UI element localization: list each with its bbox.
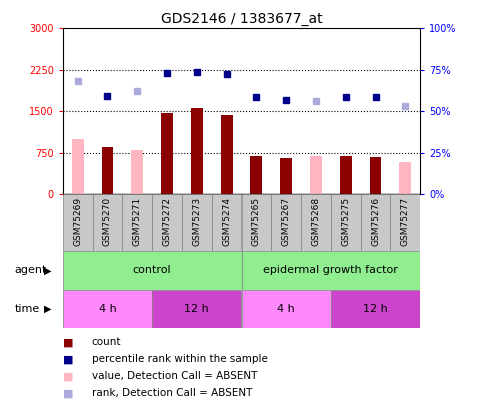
Text: GSM75269: GSM75269 xyxy=(73,197,82,246)
Text: GSM75271: GSM75271 xyxy=(133,197,142,246)
Text: value, Detection Call = ABSENT: value, Detection Call = ABSENT xyxy=(92,371,257,381)
Text: 12 h: 12 h xyxy=(363,304,388,314)
Bar xyxy=(221,115,233,194)
Bar xyxy=(361,194,390,251)
Text: rank, Detection Call = ABSENT: rank, Detection Call = ABSENT xyxy=(92,388,252,398)
Bar xyxy=(131,150,143,194)
Text: GSM75274: GSM75274 xyxy=(222,197,231,246)
Text: count: count xyxy=(92,337,121,347)
Text: ■: ■ xyxy=(63,337,73,347)
Text: 4 h: 4 h xyxy=(277,304,295,314)
Text: ■: ■ xyxy=(63,371,73,381)
Text: ■: ■ xyxy=(63,354,73,364)
Text: GSM75268: GSM75268 xyxy=(312,197,320,246)
Text: percentile rank within the sample: percentile rank within the sample xyxy=(92,354,268,364)
Bar xyxy=(152,194,182,251)
Text: ▶: ▶ xyxy=(43,304,51,314)
Bar xyxy=(301,194,331,251)
Text: GSM75273: GSM75273 xyxy=(192,197,201,246)
Text: GSM75276: GSM75276 xyxy=(371,197,380,246)
Bar xyxy=(390,194,420,251)
Bar xyxy=(122,194,152,251)
Text: time: time xyxy=(14,304,40,314)
Text: GSM75267: GSM75267 xyxy=(282,197,291,246)
Bar xyxy=(161,113,173,194)
Bar xyxy=(399,162,412,194)
Bar xyxy=(369,157,382,194)
Text: control: control xyxy=(133,265,171,275)
Text: GDS2146 / 1383677_at: GDS2146 / 1383677_at xyxy=(161,12,322,26)
Bar xyxy=(340,156,352,194)
Bar xyxy=(72,139,84,194)
Bar xyxy=(242,251,420,290)
Text: agent: agent xyxy=(14,265,47,275)
Bar xyxy=(63,194,93,251)
Bar xyxy=(331,194,361,251)
Bar xyxy=(101,147,114,194)
Bar xyxy=(93,194,122,251)
Bar xyxy=(251,156,262,194)
Text: GSM75265: GSM75265 xyxy=(252,197,261,246)
Bar xyxy=(182,194,212,251)
Bar xyxy=(280,158,292,194)
Text: GSM75270: GSM75270 xyxy=(103,197,112,246)
Text: ▶: ▶ xyxy=(43,265,51,275)
Text: GSM75275: GSM75275 xyxy=(341,197,350,246)
Bar xyxy=(152,290,242,328)
Bar xyxy=(191,107,203,194)
Text: GSM75277: GSM75277 xyxy=(401,197,410,246)
Text: epidermal growth factor: epidermal growth factor xyxy=(263,265,398,275)
Text: GSM75272: GSM75272 xyxy=(163,197,171,246)
Bar xyxy=(271,194,301,251)
Text: 12 h: 12 h xyxy=(185,304,209,314)
Bar xyxy=(63,251,242,290)
Bar xyxy=(242,290,331,328)
Bar xyxy=(242,194,271,251)
Bar xyxy=(63,290,152,328)
Bar xyxy=(331,290,420,328)
Text: 4 h: 4 h xyxy=(99,304,116,314)
Bar xyxy=(212,194,242,251)
Bar xyxy=(310,156,322,194)
Text: ■: ■ xyxy=(63,388,73,398)
